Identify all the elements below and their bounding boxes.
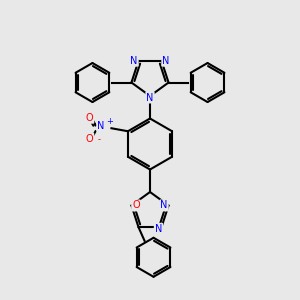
Text: O: O bbox=[86, 134, 93, 144]
Text: N: N bbox=[160, 200, 168, 211]
Text: N: N bbox=[155, 224, 162, 234]
Text: -: - bbox=[98, 135, 101, 144]
Text: N: N bbox=[97, 121, 105, 131]
Text: O: O bbox=[86, 113, 93, 123]
Text: N: N bbox=[162, 56, 169, 66]
Text: N: N bbox=[146, 92, 154, 103]
Text: +: + bbox=[106, 117, 113, 126]
Text: O: O bbox=[132, 200, 140, 211]
Text: N: N bbox=[130, 56, 138, 66]
